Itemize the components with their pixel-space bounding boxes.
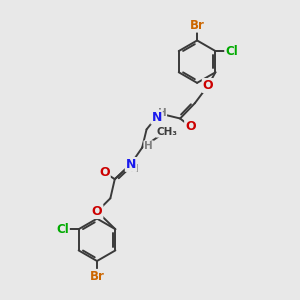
Text: Cl: Cl — [225, 45, 238, 58]
Text: H: H — [158, 108, 166, 118]
Text: N: N — [152, 110, 162, 124]
Text: Br: Br — [90, 270, 104, 283]
Text: O: O — [92, 205, 102, 218]
Text: CH₃: CH₃ — [156, 127, 177, 137]
Text: Cl: Cl — [56, 223, 69, 236]
Text: O: O — [203, 79, 213, 92]
Text: H: H — [130, 164, 139, 174]
Text: O: O — [185, 120, 196, 133]
Text: H: H — [144, 141, 153, 151]
Text: Br: Br — [190, 19, 205, 32]
Text: N: N — [126, 158, 136, 171]
Text: O: O — [99, 166, 110, 179]
